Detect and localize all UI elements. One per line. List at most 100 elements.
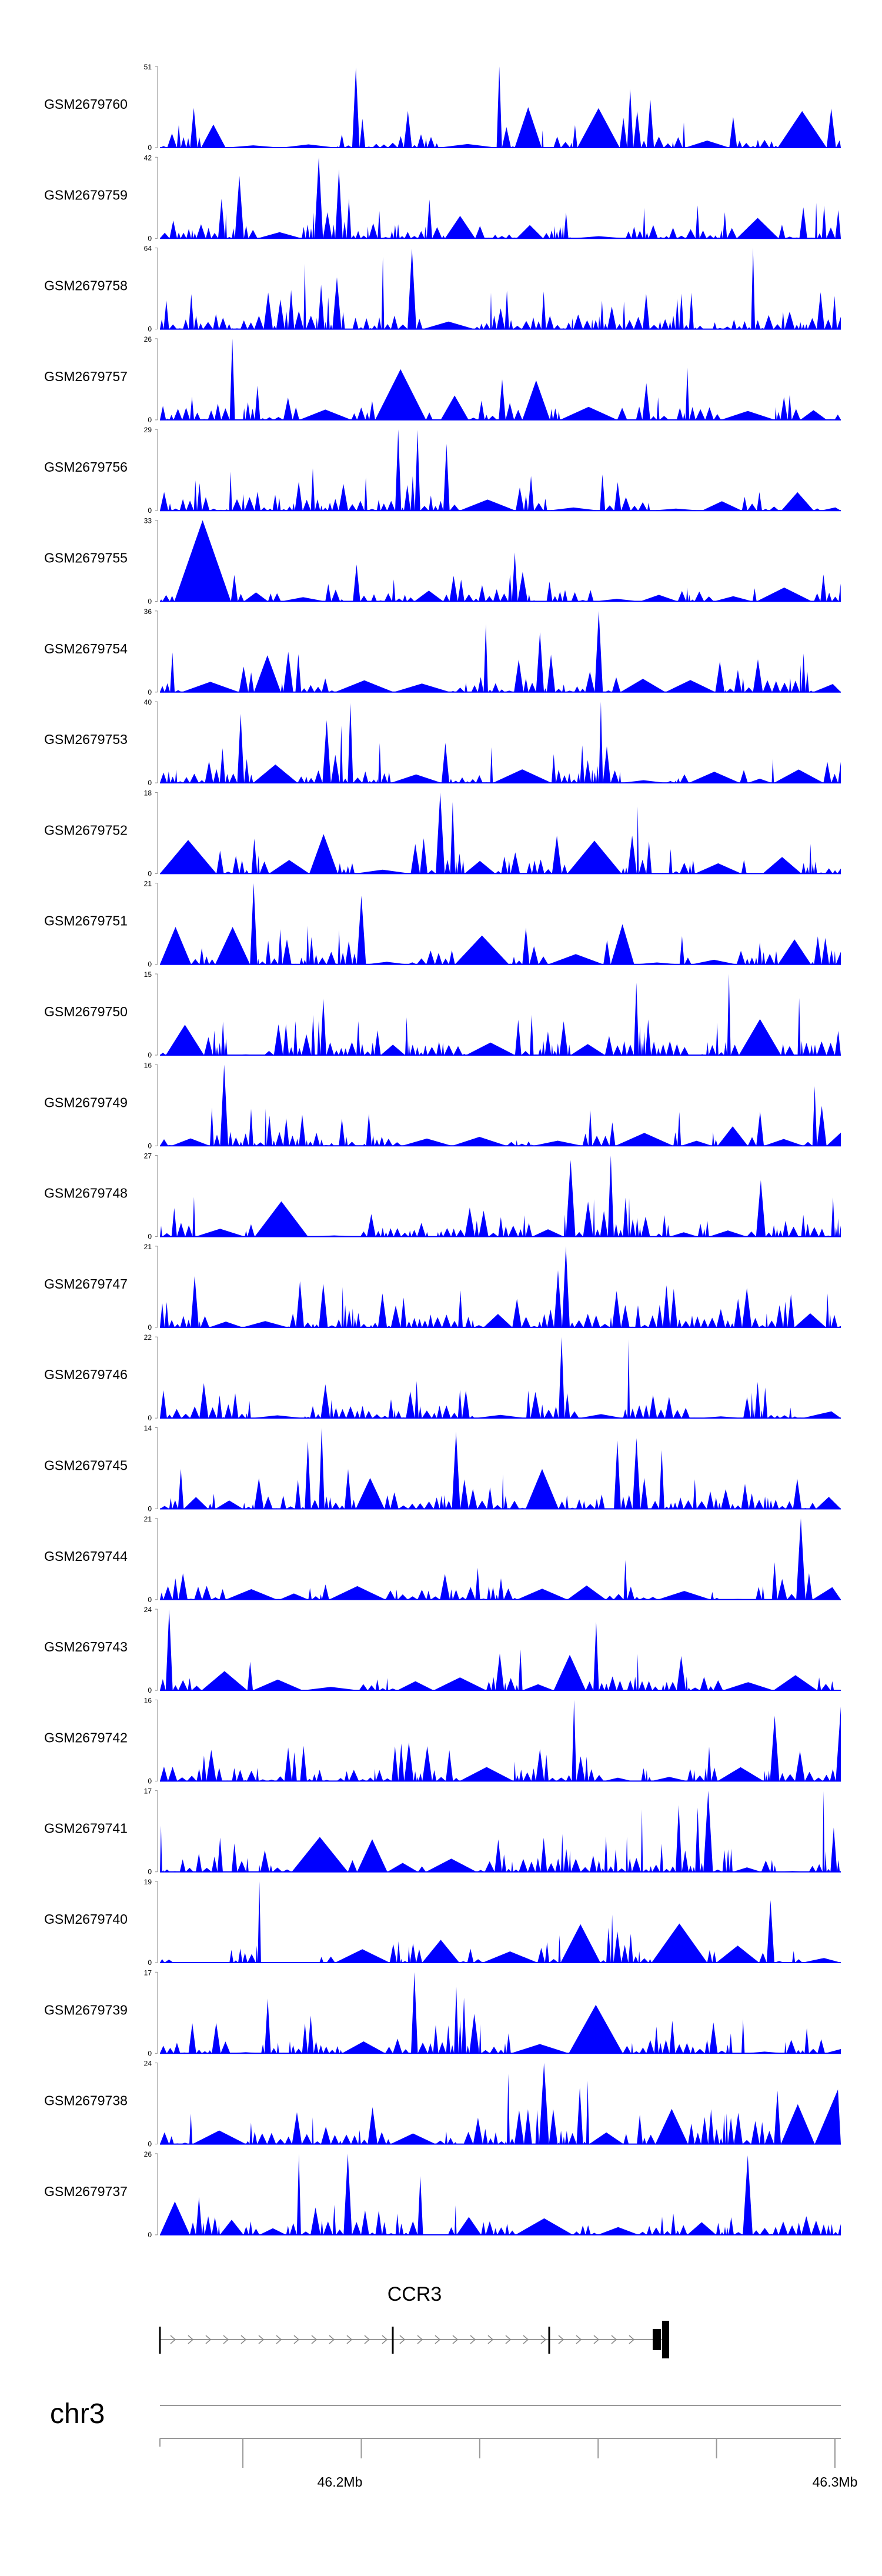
coverage-signal bbox=[160, 1155, 841, 1237]
strand-arrow bbox=[311, 2335, 318, 2344]
coverage-signal bbox=[160, 1700, 841, 1781]
y-min-tick-label: 0 bbox=[148, 325, 152, 333]
coverage-track: GSM2679747 21 0 bbox=[44, 1243, 841, 1332]
y-min-tick-label: 0 bbox=[148, 598, 152, 606]
gene-exon-cds bbox=[662, 2321, 669, 2358]
coverage-signal bbox=[160, 1881, 841, 1963]
y-max-tick-label: 15 bbox=[144, 970, 152, 979]
coverage-track: GSM2679756 29 0 bbox=[44, 426, 841, 515]
y-max-tick-label: 16 bbox=[144, 1061, 152, 1069]
track-label: GSM2679741 bbox=[44, 1821, 128, 1836]
y-max-tick-label: 42 bbox=[144, 154, 152, 162]
y-min-tick-label: 0 bbox=[148, 1958, 152, 1967]
strand-arrow bbox=[258, 2335, 265, 2344]
y-min-tick-label: 0 bbox=[148, 1323, 152, 1332]
coverage-track: GSM2679752 18 0 bbox=[44, 789, 841, 877]
coverage-track: GSM2679746 22 0 bbox=[44, 1333, 841, 1422]
strand-arrow bbox=[293, 2335, 300, 2344]
strand-arrow bbox=[558, 2335, 564, 2344]
coverage-track: GSM2679755 33 0 bbox=[44, 517, 841, 606]
y-min-tick-label: 0 bbox=[148, 1142, 152, 1150]
coverage-signal bbox=[160, 1609, 841, 1691]
y-min-tick-label: 0 bbox=[148, 1414, 152, 1422]
x-tick-label-46-3: 46.3Mb bbox=[813, 2474, 858, 2490]
y-min-tick-label: 0 bbox=[148, 1596, 152, 1604]
strand-arrow bbox=[629, 2335, 635, 2344]
coverage-signal bbox=[160, 1518, 841, 1600]
coverage-signal bbox=[160, 66, 841, 148]
coverage-signal bbox=[160, 429, 841, 511]
track-label: GSM2679738 bbox=[44, 2093, 128, 2108]
coverage-track: GSM2679760 51 0 bbox=[44, 63, 841, 152]
track-label: GSM2679760 bbox=[44, 96, 128, 112]
coverage-track: GSM2679749 16 0 bbox=[44, 1061, 841, 1150]
y-min-tick-label: 0 bbox=[148, 1777, 152, 1785]
coverage-track: GSM2679758 64 0 bbox=[44, 245, 841, 333]
strand-arrow bbox=[399, 2335, 406, 2344]
y-min-tick-label: 0 bbox=[148, 1686, 152, 1694]
gene-exon bbox=[653, 2329, 661, 2350]
chromosome-label: chr3 bbox=[50, 2398, 105, 2430]
coverage-signal bbox=[160, 2153, 841, 2235]
y-max-tick-label: 21 bbox=[144, 1243, 152, 1251]
coverage-track: GSM2679754 36 0 bbox=[44, 608, 841, 696]
strand-arrow bbox=[611, 2335, 617, 2344]
x-tick-label-46-2: 46.2Mb bbox=[318, 2474, 363, 2490]
y-max-tick-label: 24 bbox=[144, 2060, 152, 2068]
y-min-tick-label: 0 bbox=[148, 779, 152, 787]
strand-arrow bbox=[505, 2335, 512, 2344]
y-min-tick-label: 0 bbox=[148, 1051, 152, 1059]
coverage-signal bbox=[160, 1337, 841, 1419]
y-max-tick-label: 17 bbox=[144, 1787, 152, 1796]
y-max-tick-label: 27 bbox=[144, 1152, 152, 1160]
coverage-signal bbox=[160, 610, 841, 692]
track-label: GSM2679740 bbox=[44, 1911, 128, 1927]
gene-label: CCR3 bbox=[387, 2283, 442, 2305]
track-label: GSM2679758 bbox=[44, 278, 128, 293]
track-label: GSM2679747 bbox=[44, 1276, 128, 1292]
y-max-tick-label: 22 bbox=[144, 1333, 152, 1342]
track-label: GSM2679755 bbox=[44, 550, 128, 566]
y-min-tick-label: 0 bbox=[148, 2231, 152, 2239]
strand-arrow bbox=[452, 2335, 459, 2344]
y-max-tick-label: 51 bbox=[144, 63, 152, 71]
coverage-signal bbox=[160, 1790, 841, 1872]
y-min-tick-label: 0 bbox=[148, 688, 152, 696]
track-label: GSM2679756 bbox=[44, 459, 128, 475]
y-min-tick-label: 0 bbox=[148, 1868, 152, 1876]
coverage-track: GSM2679739 17 0 bbox=[44, 1968, 841, 2057]
gene-track: CCR3 bbox=[159, 2283, 669, 2358]
strand-arrow bbox=[435, 2335, 441, 2344]
strand-arrow bbox=[593, 2335, 600, 2344]
strand-arrows bbox=[170, 2335, 635, 2344]
y-max-tick-label: 17 bbox=[144, 1968, 152, 1977]
y-min-tick-label: 0 bbox=[148, 416, 152, 424]
coverage-signal bbox=[160, 702, 841, 783]
coverage-track: GSM2679757 26 0 bbox=[44, 335, 841, 424]
track-label: GSM2679744 bbox=[44, 1549, 128, 1564]
y-max-tick-label: 18 bbox=[144, 789, 152, 797]
y-max-tick-label: 36 bbox=[144, 608, 152, 616]
coverage-signal bbox=[160, 1065, 841, 1146]
strand-arrow bbox=[240, 2335, 247, 2344]
strand-arrow bbox=[346, 2335, 353, 2344]
strand-arrow bbox=[487, 2335, 494, 2344]
strand-arrow bbox=[188, 2335, 194, 2344]
track-label: GSM2679752 bbox=[44, 822, 128, 837]
track-label: GSM2679749 bbox=[44, 1095, 128, 1110]
track-label: GSM2679739 bbox=[44, 2002, 128, 2017]
coverage-signal bbox=[160, 792, 841, 874]
strand-arrow bbox=[364, 2335, 370, 2344]
strand-arrow bbox=[329, 2335, 335, 2344]
coverage-signal bbox=[160, 1427, 841, 1509]
track-label: GSM2679743 bbox=[44, 1639, 128, 1654]
y-max-tick-label: 26 bbox=[144, 2150, 152, 2158]
y-min-tick-label: 0 bbox=[148, 506, 152, 515]
strand-arrow bbox=[276, 2335, 282, 2344]
y-min-tick-label: 0 bbox=[148, 2140, 152, 2148]
y-min-tick-label: 0 bbox=[148, 1505, 152, 1513]
track-label: GSM2679754 bbox=[44, 641, 128, 656]
track-label: GSM2679737 bbox=[44, 2184, 128, 2199]
strand-arrow bbox=[470, 2335, 476, 2344]
